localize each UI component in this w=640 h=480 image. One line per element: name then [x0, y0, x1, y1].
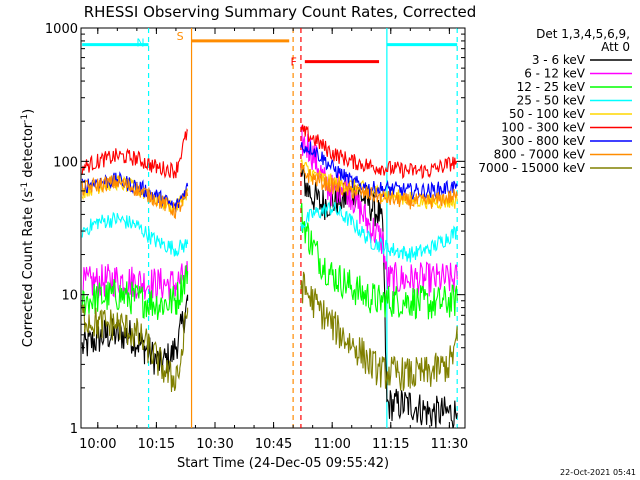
y-axis-label-part3: ): [21, 109, 36, 114]
y-axis: 1 10 100 1000: [45, 22, 465, 437]
legend-header-attenuator: Att 0: [601, 40, 630, 54]
y-axis-label-part2: detector: [21, 122, 36, 182]
legend-entry-label: 300 - 800 keV: [501, 134, 585, 148]
plot-area: N S F: [80, 27, 466, 429]
chart-title: RHESSI Observing Summary Count Rates, Co…: [84, 3, 477, 21]
legend-entry-label: 6 - 12 keV: [524, 67, 586, 81]
series-line-0: [81, 294, 189, 375]
series-line-8: [300, 271, 458, 391]
y-tick-label: 1000: [45, 22, 78, 37]
series-line-3: [81, 211, 189, 257]
series-line-3: [300, 201, 458, 263]
y-tick-label: 10: [61, 289, 78, 304]
x-tick-label: 10:15: [138, 437, 175, 452]
legend-entry-label: 3 - 6 keV: [532, 53, 586, 67]
legend-entry-label: 100 - 300 keV: [501, 121, 585, 135]
legend-header-detectors: Det 1,3,4,5,6,9,: [536, 27, 630, 41]
x-tick-label: 10:00: [79, 437, 116, 452]
x-tick-label: 11:00: [313, 437, 350, 452]
timestamp-footer: 22-Oct-2021 05:41: [560, 468, 636, 477]
x-tick-label: 10:45: [255, 437, 292, 452]
y-axis-label: Corrected Count Rate (s-1 detector-1): [20, 109, 36, 347]
plot-frame: [80, 27, 466, 429]
y-tick-label: 1: [70, 422, 78, 437]
y-axis-label-sup1: -1: [20, 182, 30, 191]
y-axis-label-part1: Corrected Count Rate (s: [21, 191, 36, 348]
y-tick-label: 100: [53, 155, 78, 170]
series-line-5: [300, 124, 458, 180]
legend-entry-label: 50 - 100 keV: [509, 107, 586, 121]
series-line-4: [81, 175, 189, 214]
series-line-2: [81, 265, 189, 320]
series-line-7: [81, 174, 189, 220]
legend-entry-label: 7000 - 15000 keV: [478, 161, 585, 175]
series-line-7: [300, 163, 458, 210]
legend-entry-label: 800 - 7000 keV: [494, 148, 586, 162]
x-tick-label: 11:15: [372, 437, 409, 452]
legend-entry-label: 12 - 25 keV: [517, 80, 586, 94]
y-axis-label-sup2: -1: [20, 114, 30, 123]
series-line-8: [81, 304, 189, 393]
x-tick-label: 11:30: [431, 437, 468, 452]
legend-entry-label: 25 - 50 keV: [517, 94, 586, 108]
state-bar-label: F: [291, 56, 297, 69]
x-tick-label: 10:30: [196, 437, 233, 452]
series-line-5: [81, 128, 189, 179]
series-line-2: [300, 203, 458, 320]
x-axis: 10:00 10:15 10:30 10:45 11:00 11:15 11:30: [79, 28, 468, 452]
state-bar-label: S: [177, 30, 184, 43]
x-axis-label: Start Time (24-Dec-05 09:55:42): [177, 456, 389, 471]
plot-content: [81, 28, 458, 428]
state-bar-label: N: [136, 37, 144, 50]
